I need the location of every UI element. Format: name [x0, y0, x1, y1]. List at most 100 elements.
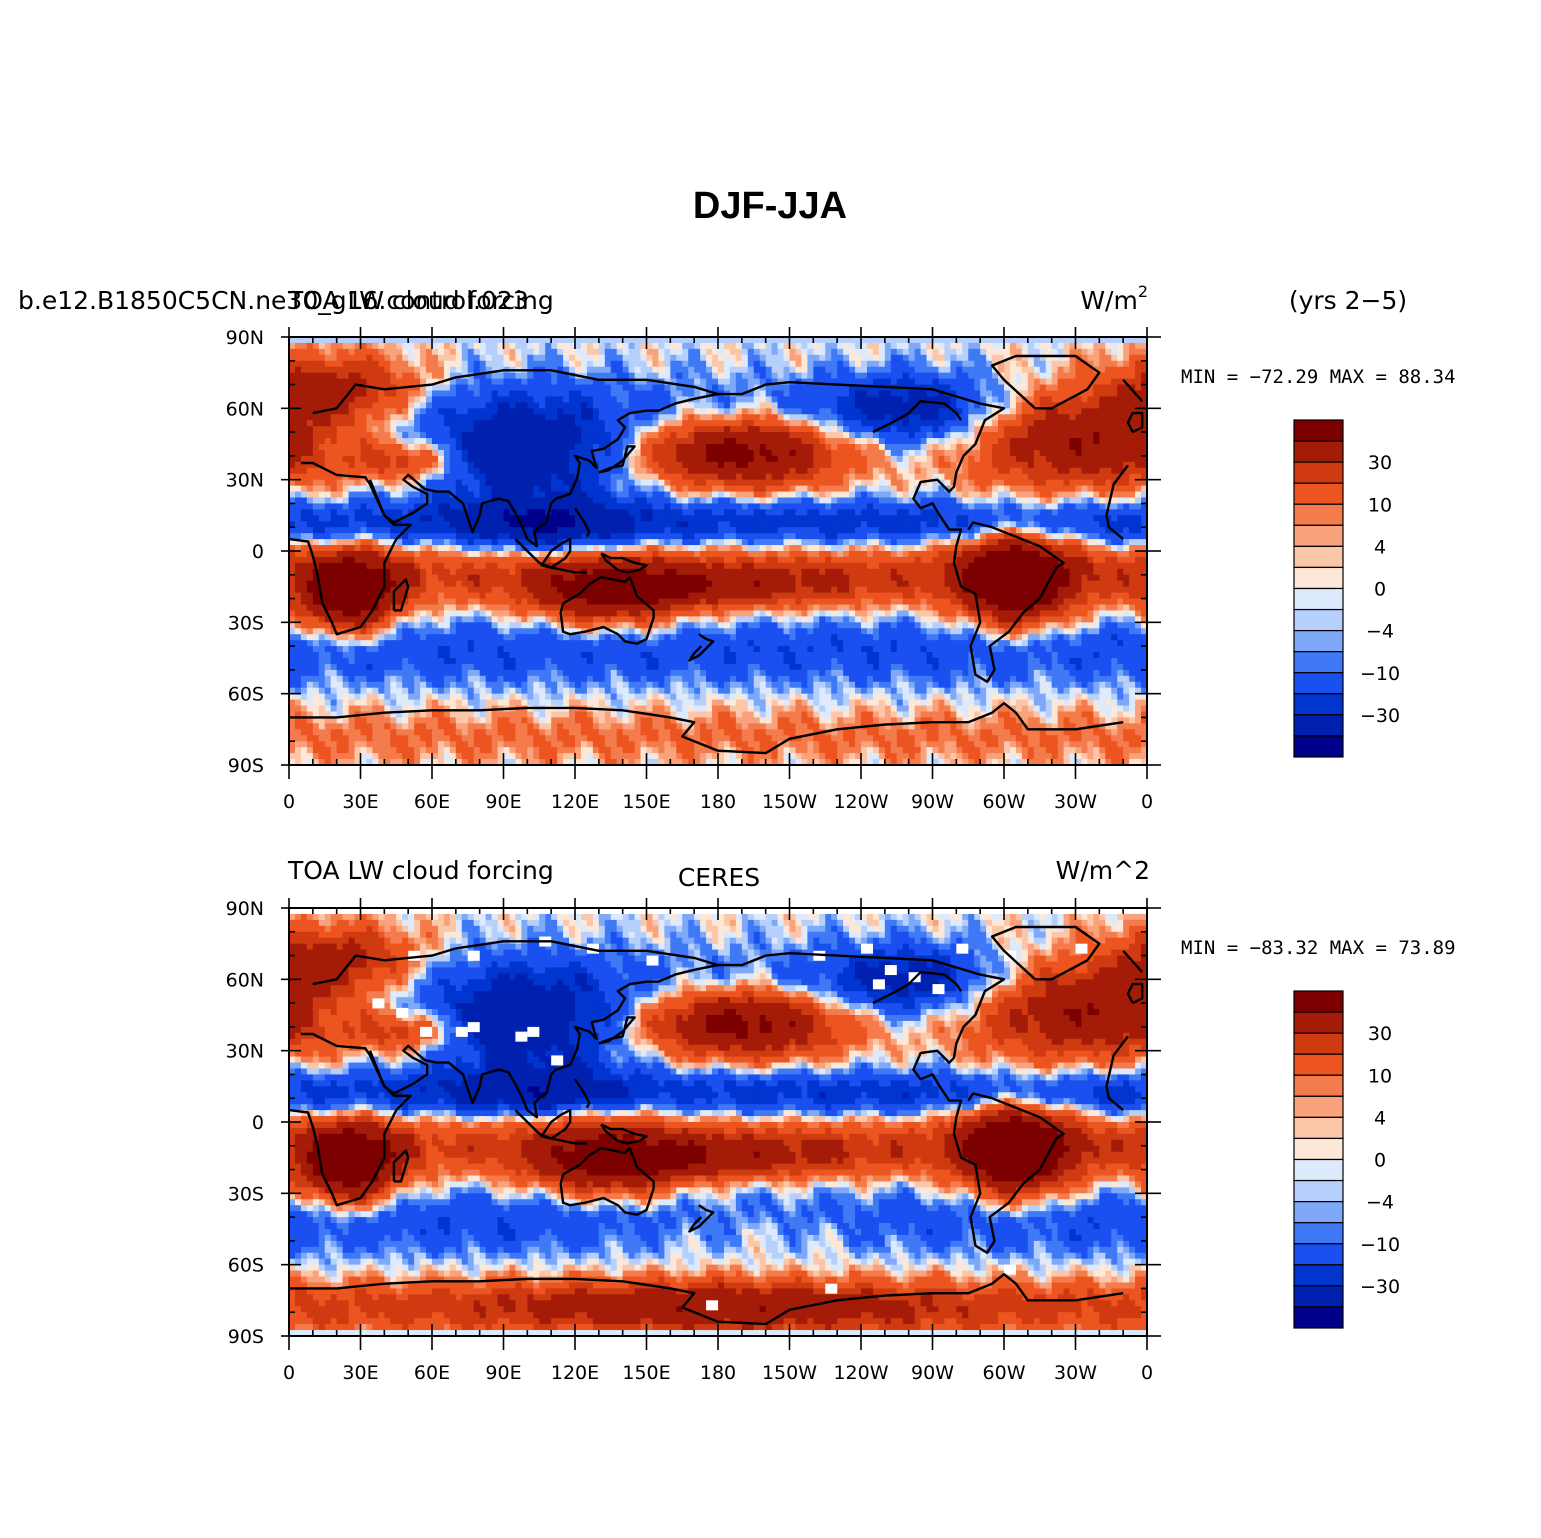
field-cell: [664, 372, 671, 380]
field-cell: [813, 485, 820, 493]
field-cell: [330, 491, 338, 499]
field-cell: [849, 485, 856, 493]
field-cell: [729, 467, 737, 475]
field-cell: [366, 515, 374, 522]
field-cell: [461, 396, 469, 403]
field-cell: [1123, 354, 1130, 362]
field-cell: [491, 455, 499, 463]
field-cell: [902, 414, 910, 421]
field-cell: [771, 360, 779, 368]
field-cell: [938, 467, 946, 475]
field-cell: [628, 515, 636, 522]
field-cell: [801, 491, 808, 499]
field-cell: [652, 455, 660, 463]
field-cell: [515, 348, 522, 356]
field-cell: [342, 527, 350, 534]
field-cell: [628, 342, 636, 350]
field-cell: [813, 342, 820, 350]
field-cell: [1039, 378, 1047, 386]
field-cell: [753, 348, 761, 356]
field-cell: [992, 509, 999, 516]
field-cell: [330, 414, 338, 421]
field-cell: [592, 337, 600, 344]
field-cell: [396, 438, 403, 445]
field-cell: [634, 414, 642, 421]
field-cell: [652, 354, 660, 362]
field-cell: [390, 360, 397, 368]
field-cell: [950, 503, 957, 510]
field-cell: [920, 533, 928, 540]
field-cell: [1021, 503, 1029, 510]
field-cell: [336, 461, 344, 469]
field-cell: [408, 378, 415, 386]
field-cell: [366, 444, 374, 451]
field-cell: [414, 360, 421, 368]
field-cell: [861, 390, 868, 398]
field-cell: [670, 485, 677, 493]
field-cell: [1087, 521, 1094, 528]
field-cell: [914, 527, 922, 534]
field-cell: [956, 372, 963, 380]
field-cell: [503, 396, 511, 403]
field-cell: [491, 503, 499, 510]
field-cell: [414, 449, 421, 457]
field-cell: [324, 426, 332, 433]
field-cell: [1093, 337, 1100, 344]
field-cell: [801, 390, 808, 398]
field-cell: [1063, 432, 1071, 439]
field-cell: [378, 479, 385, 487]
field-cell: [1009, 527, 1017, 534]
field-cell: [432, 414, 439, 421]
field-cell: [467, 455, 475, 463]
field-cell: [378, 533, 385, 540]
field-cell: [819, 527, 826, 534]
field-cell: [777, 497, 785, 505]
field-cell: [908, 420, 916, 427]
field-cell: [402, 533, 409, 540]
field-cell: [1039, 420, 1047, 427]
field-cell: [479, 414, 487, 421]
field-cell: [569, 533, 576, 540]
field-cell: [294, 461, 302, 469]
field-cell: [610, 473, 618, 481]
field-cell: [992, 473, 999, 481]
field-cell: [878, 402, 886, 409]
field-cell: [580, 432, 588, 439]
field-cell: [586, 491, 594, 499]
field-cell: [700, 521, 707, 528]
field-cell: [902, 378, 910, 386]
field-cell: [563, 354, 570, 362]
field-cell: [1004, 473, 1011, 481]
field-cell: [437, 337, 445, 344]
field-cell: [336, 432, 344, 439]
field-cell: [795, 473, 803, 481]
field-cell: [974, 467, 981, 475]
field-cell: [700, 384, 707, 392]
field-cell: [586, 479, 594, 487]
field-cell: [479, 372, 487, 380]
field-cell: [914, 491, 922, 499]
field-cell: [426, 396, 433, 403]
field-cell: [360, 515, 368, 522]
field-cell: [324, 533, 332, 540]
field-cell: [372, 533, 379, 540]
field-cell: [1087, 533, 1094, 540]
field-cell: [354, 342, 362, 350]
field-cell: [396, 539, 403, 546]
field-cell: [807, 455, 814, 463]
field-cell: [622, 408, 630, 415]
field-cell: [479, 366, 487, 374]
field-cell: [646, 461, 654, 469]
field-cell: [896, 354, 904, 362]
field-cell: [1057, 479, 1065, 487]
field-cell: [729, 342, 737, 350]
field-cell: [735, 354, 743, 362]
field-cell: [729, 426, 737, 433]
field-cell: [1117, 444, 1124, 451]
field-cell: [330, 396, 338, 403]
field-cell: [1129, 444, 1136, 451]
field-cell: [807, 497, 814, 505]
field-cell: [1069, 485, 1077, 493]
field-cell: [747, 354, 755, 362]
field-cell: [706, 479, 713, 487]
